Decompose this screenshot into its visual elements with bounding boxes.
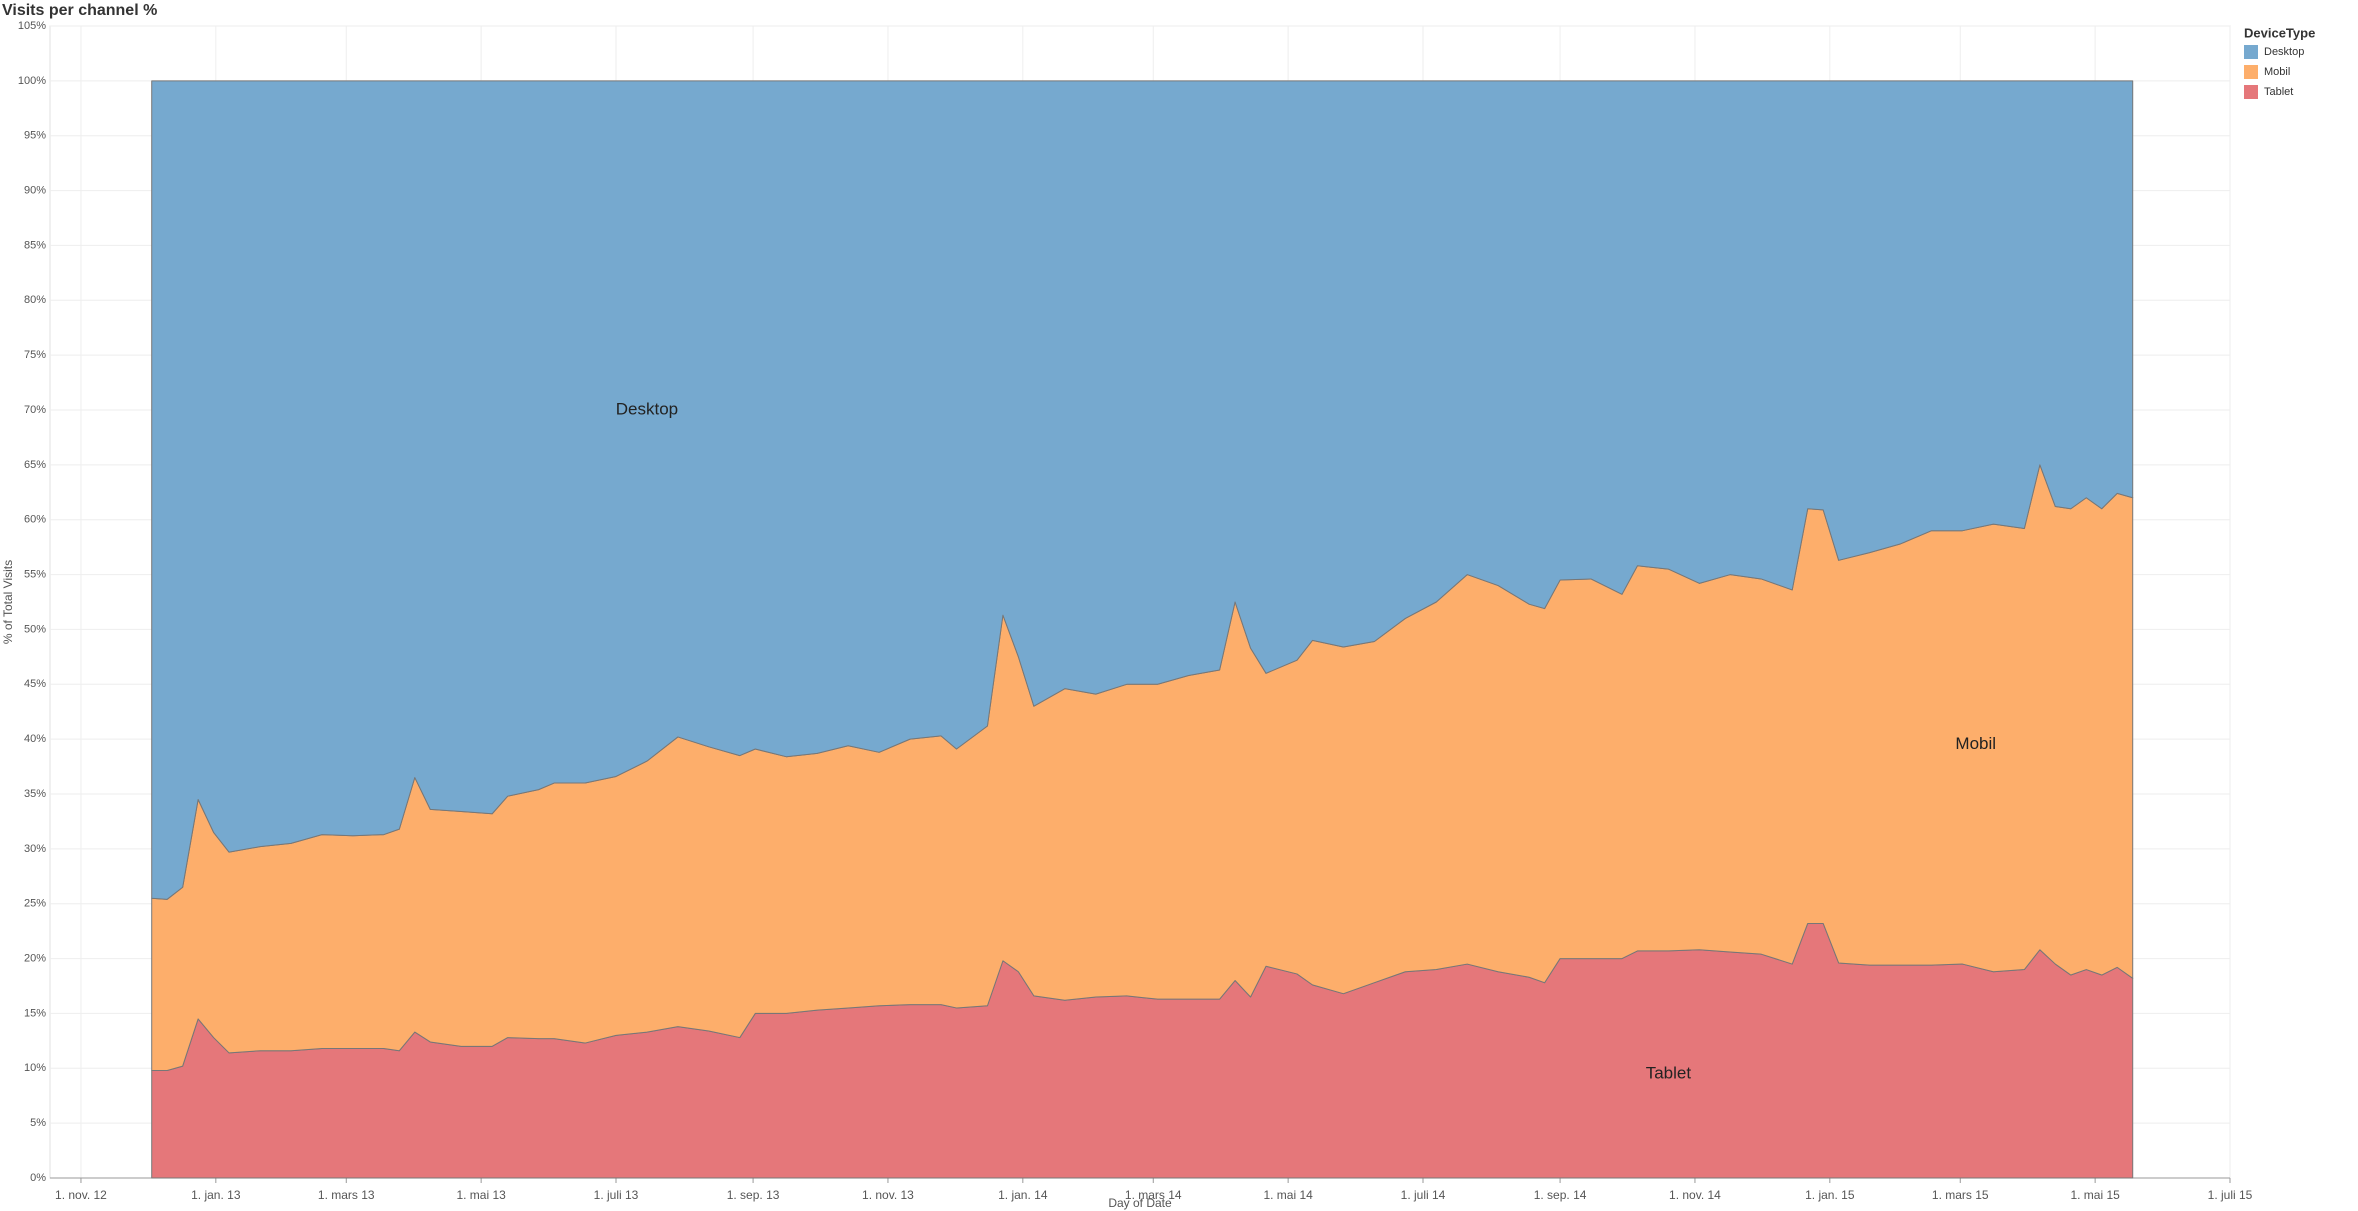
x-tick-label: 1. nov. 14	[1669, 1188, 1721, 1202]
y-tick-label: 80%	[24, 294, 46, 306]
y-tick-label: 65%	[24, 459, 46, 471]
x-tick-label: 1. mars 15	[1932, 1188, 1989, 1202]
annotation: Mobil	[1955, 734, 1996, 753]
y-tick-label: 15%	[24, 1007, 46, 1019]
y-tick-label: 10%	[24, 1062, 46, 1074]
y-tick-label: 30%	[24, 843, 46, 855]
legend-swatch	[2244, 65, 2258, 79]
x-axis-title: Day of Date	[1108, 1196, 1172, 1210]
y-tick-label: 0%	[30, 1172, 46, 1184]
y-tick-label: 70%	[24, 404, 46, 416]
legend-label: Tablet	[2264, 86, 2293, 98]
legend-title: DeviceType	[2244, 25, 2315, 40]
y-tick-label: 75%	[24, 349, 46, 361]
x-tick-label: 1. mai 15	[2070, 1188, 2120, 1202]
annotation: Tablet	[1646, 1063, 1692, 1082]
y-tick-label: 45%	[24, 678, 46, 690]
x-tick-label: 1. nov. 13	[862, 1188, 914, 1202]
y-tick-label: 95%	[24, 130, 46, 142]
legend-label: Desktop	[2264, 46, 2304, 58]
legend-label: Mobil	[2264, 66, 2290, 78]
y-tick-label: 55%	[24, 568, 46, 580]
y-tick-label: 5%	[30, 1117, 46, 1129]
y-tick-label: 100%	[18, 75, 46, 87]
y-tick-label: 90%	[24, 184, 46, 196]
x-tick-label: 1. mai 13	[456, 1188, 506, 1202]
x-tick-label: 1. juli 13	[594, 1188, 639, 1202]
x-tick-label: 1. jan. 15	[1805, 1188, 1855, 1202]
x-tick-label: 1. juli 15	[2208, 1188, 2253, 1202]
x-tick-label: 1. nov. 12	[55, 1188, 107, 1202]
legend-swatch	[2244, 45, 2258, 59]
x-tick-label: 1. mars 13	[318, 1188, 375, 1202]
y-tick-label: 25%	[24, 898, 46, 910]
y-tick-label: 35%	[24, 788, 46, 800]
legend-swatch	[2244, 85, 2258, 99]
y-tick-label: 105%	[18, 20, 46, 32]
chart-title: Visits per channel %	[2, 2, 157, 19]
y-tick-label: 85%	[24, 239, 46, 251]
x-tick-label: 1. mars 14	[1125, 1188, 1182, 1202]
y-tick-label: 50%	[24, 623, 46, 635]
y-tick-label: 40%	[24, 733, 46, 745]
x-tick-label: 1. jan. 14	[998, 1188, 1048, 1202]
x-tick-label: 1. sep. 13	[727, 1188, 780, 1202]
annotation: Desktop	[616, 399, 678, 418]
y-axis-title: % of Total Visits	[1, 560, 15, 644]
x-tick-label: 1. mai 14	[1263, 1188, 1313, 1202]
x-tick-label: 1. juli 14	[1401, 1188, 1446, 1202]
y-tick-label: 60%	[24, 514, 46, 526]
x-tick-label: 1. sep. 14	[1534, 1188, 1587, 1202]
area	[151, 80, 2134, 900]
y-tick-label: 20%	[24, 952, 46, 964]
x-tick-label: 1. jan. 13	[191, 1188, 241, 1202]
